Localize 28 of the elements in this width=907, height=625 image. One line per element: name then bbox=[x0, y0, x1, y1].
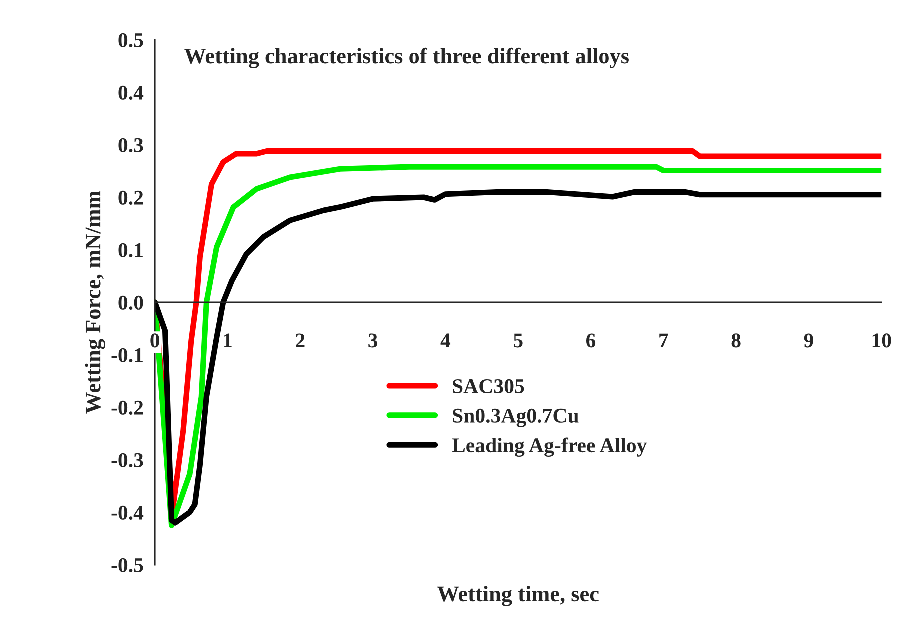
legend-label: Leading Ag-free Alloy bbox=[452, 438, 648, 457]
y-tick-label: -0.4 bbox=[112, 506, 144, 520]
x-tick-label: 3 bbox=[368, 334, 378, 348]
x-tick-label: 2 bbox=[296, 334, 305, 348]
y-tick-label: 0.4 bbox=[118, 86, 144, 100]
chart-title: Wetting characteristics of three different alloys bbox=[184, 48, 629, 68]
y-tick-label: 0.3 bbox=[118, 138, 144, 153]
x-tick-label: 0 bbox=[150, 334, 160, 348]
y-tick-label: 0.5 bbox=[118, 33, 144, 48]
x-tick-label: 1 bbox=[224, 334, 232, 348]
x-tick-label: 5 bbox=[514, 334, 523, 348]
y-tick-label: -0.5 bbox=[112, 558, 144, 573]
y-tick-label: -0.3 bbox=[112, 453, 144, 468]
x-axis-title: Wetting time, sec bbox=[438, 586, 599, 606]
x-tick-label: 7 bbox=[660, 334, 668, 348]
x-tick-label: 9 bbox=[804, 334, 814, 348]
y-tick-label: 0.0 bbox=[118, 296, 144, 310]
y-tick-label: -0.1 bbox=[112, 348, 143, 363]
y-tick-label: 0.1 bbox=[118, 243, 143, 258]
y-tick-label: 0.2 bbox=[118, 190, 144, 206]
x-tick-label: 10 bbox=[872, 334, 892, 348]
y-axis-title: Wetting Force, mN/mm bbox=[85, 191, 106, 414]
x-tick-label: 4 bbox=[440, 334, 451, 348]
x-tick-label: 8 bbox=[732, 334, 741, 348]
y-tick-label: -0.2 bbox=[112, 400, 144, 416]
x-tick-label: 6 bbox=[586, 334, 596, 348]
legend-label: Sn0.3Ag0.7Cu bbox=[453, 408, 579, 428]
legend-label: SAC305 bbox=[453, 379, 524, 394]
